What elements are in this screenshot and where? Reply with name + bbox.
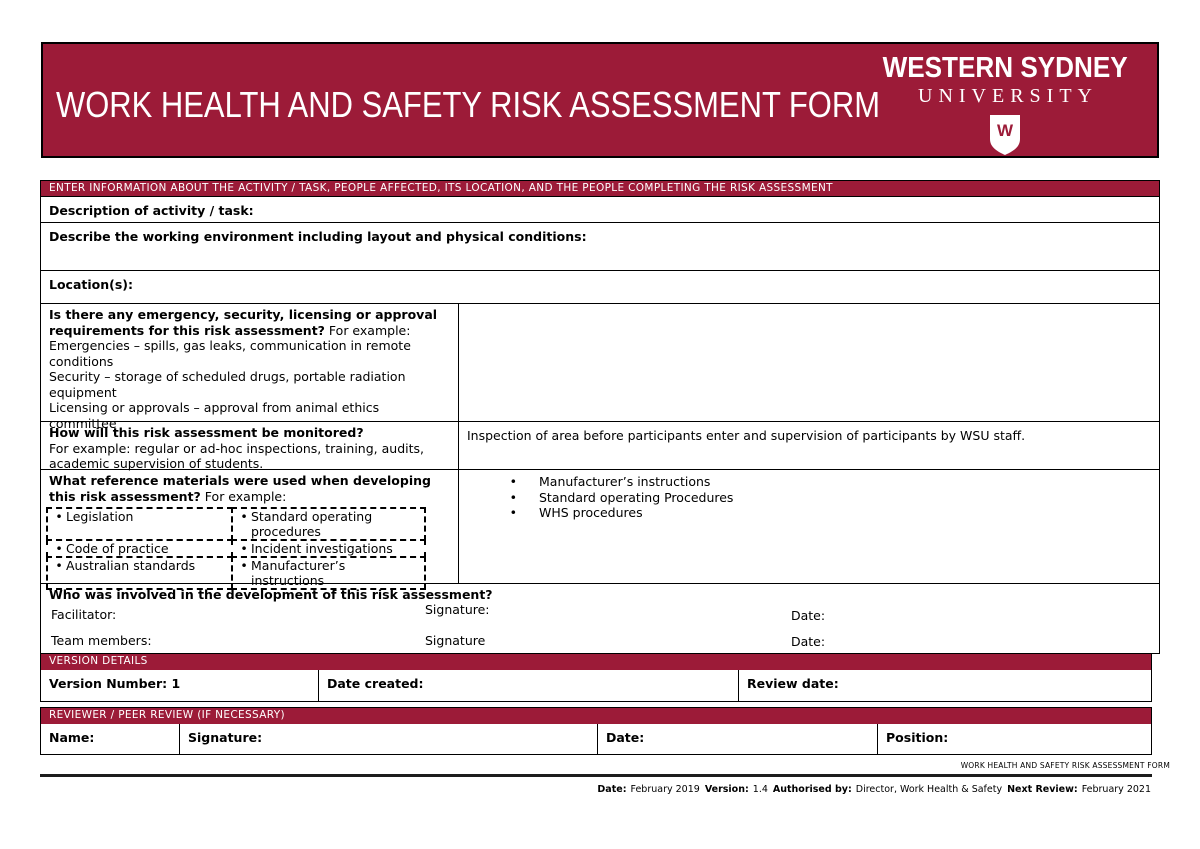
svg-text:W: W (997, 121, 1014, 140)
involvement-row: Who was involved in the development of t… (41, 584, 1159, 653)
risk-assessment-form-table: ENTER INFORMATION ABOUT THE ACTIVITY / T… (40, 180, 1160, 654)
monitoring-answer-area[interactable]: Inspection of area before participants e… (459, 422, 1159, 469)
monitoring-row: How will this risk assessment be monitor… (41, 422, 1159, 472)
reviewer-date-field[interactable]: Date: (598, 724, 878, 754)
reviewer-name-label: Name: (49, 730, 95, 745)
facilitator-signature-label: Signature: (425, 602, 490, 617)
example-table-cell: • Legislation (46, 507, 233, 541)
footer-meta-value: February 2021 (1081, 784, 1151, 795)
references-row: What reference materials were used when … (41, 470, 1159, 590)
footer-meta-label: Date: (597, 784, 627, 795)
footer-meta-value: February 2019 (630, 784, 700, 795)
footer-meta-label: Authorised by: (772, 784, 852, 795)
review-date-label: Review date: (747, 676, 839, 691)
references-answer-item: • WHS procedures (459, 505, 1159, 521)
references-answer-item: • Standard operating Procedures (459, 490, 1159, 506)
page-title: WORK HEALTH AND SAFETY RISK ASSESSMENT F… (56, 84, 881, 125)
references-question-cell: What reference materials were used when … (41, 470, 459, 590)
version-number-field[interactable]: Version Number: 1 (41, 670, 319, 701)
section-banner-enter-info: ENTER INFORMATION ABOUT THE ACTIVITY / T… (41, 181, 1159, 197)
team-members-label: Team members: (51, 633, 152, 648)
reviewer-position-field[interactable]: Position: (878, 724, 1151, 754)
footer-doc-title: WORK HEALTH AND SAFETY RISK ASSESSMENT F… (960, 761, 1170, 770)
bullet-icon: • (240, 541, 248, 556)
emergency-row: Is there any emergency, security, licens… (41, 304, 1159, 431)
reviewer-signature-field[interactable]: Signature: (180, 724, 598, 754)
reviewer-position-label: Position: (886, 730, 949, 745)
section-banner-version: VERSION DETAILS (41, 654, 1151, 670)
team-date-label: Date: (791, 634, 826, 649)
university-logo: WESTERN SYDNEY UNIVERSITY W (869, 53, 1141, 160)
date-created-label: Date created: (327, 676, 424, 691)
monitoring-answer-text: Inspection of area before participants e… (467, 428, 1026, 443)
location-field[interactable]: Location(s): (41, 271, 1159, 304)
emergency-question: Is there any emergency, security, licens… (49, 307, 438, 338)
description-field[interactable]: Description of activity / task: (41, 197, 1159, 223)
bullet-icon: • (240, 509, 248, 524)
example-table-cell: • Australian standards (46, 556, 233, 590)
location-label: Location(s): (49, 277, 134, 292)
bullet-icon: • (55, 509, 63, 524)
footer-divider (40, 774, 1152, 777)
emergency-example-line: Licensing or approvals – approval from a… (49, 400, 380, 431)
bullet-icon: • (240, 558, 248, 573)
date-created-field[interactable]: Date created: (319, 670, 739, 701)
monitoring-example: For example: regular or ad-hoc inspectio… (49, 440, 424, 472)
footer-meta-label: Next Review: (1007, 784, 1078, 795)
description-label: Description of activity / task: (49, 203, 254, 218)
university-shield-icon: W (869, 114, 1141, 160)
emergency-example-line: Emergencies – spills, gas leaks, communi… (49, 338, 411, 369)
version-details-section: VERSION DETAILS Version Number: 1 Date c… (40, 653, 1152, 702)
bullet-icon: • (55, 541, 63, 556)
emergency-question-cell: Is there any emergency, security, licens… (41, 304, 459, 431)
logo-wordmark-primary: WESTERN SYDNEY (882, 52, 1128, 84)
bullet-icon: • (509, 505, 517, 520)
logo-wordmark-secondary: UNIVERSITY (918, 85, 1098, 108)
facilitator-label: Facilitator: (51, 607, 117, 622)
reviewer-signature-label: Signature: (188, 730, 263, 745)
facilitator-date-label: Date: (791, 608, 826, 623)
monitoring-question-cell: How will this risk assessment be monitor… (41, 422, 459, 472)
references-answer-area[interactable]: • Manufacturer’s instructions • Standard o… (459, 470, 1159, 583)
footer-meta-value: Director, Work Health & Safety (855, 784, 1003, 795)
footer-meta-label: Version: (704, 784, 749, 795)
references-example-intro: For example: (204, 488, 287, 504)
references-question: What reference materials were used when … (49, 473, 431, 504)
version-number-label: Version Number: 1 (49, 676, 181, 691)
header-band: WORK HEALTH AND SAFETY RISK ASSESSMENT F… (41, 42, 1159, 158)
team-signature-label: Signature (425, 633, 486, 648)
bullet-icon: • (509, 474, 517, 489)
bullet-icon: • (55, 558, 63, 573)
review-date-field[interactable]: Review date: (739, 670, 1151, 701)
reviewer-date-label: Date: (606, 730, 645, 745)
references-answer-item: • Manufacturer’s instructions (459, 474, 1159, 490)
footer-meta: Date: February 2019 Version: 1.4 Authorised … (597, 784, 1151, 795)
reviewer-section: REVIEWER / PEER REVIEW (IF NECESSARY) Na… (40, 707, 1152, 755)
emergency-example-intro: For example: (328, 322, 411, 338)
references-example-table: • Legislation • Standard operating procedu… (46, 507, 426, 590)
environment-label: Describe the working environment includi… (49, 229, 587, 244)
section-banner-reviewer: REVIEWER / PEER REVIEW (IF NECESSARY) (41, 708, 1151, 724)
bullet-icon: • (509, 489, 517, 505)
reviewer-name-field[interactable]: Name: (41, 724, 180, 754)
emergency-example-line: Security – storage of scheduled drugs, p… (49, 369, 406, 400)
example-table-cell: • Manufacturer’s instructions (231, 556, 426, 590)
monitoring-question: How will this risk assessment be monitor… (49, 425, 364, 440)
environment-field[interactable]: Describe the working environment includi… (41, 223, 1159, 271)
example-table-cell: • Standard operating procedures (231, 507, 426, 541)
footer-meta-value: 1.4 (752, 784, 768, 795)
emergency-answer-area[interactable] (459, 304, 1159, 421)
involvement-heading: Who was involved in the development of t… (49, 587, 493, 602)
